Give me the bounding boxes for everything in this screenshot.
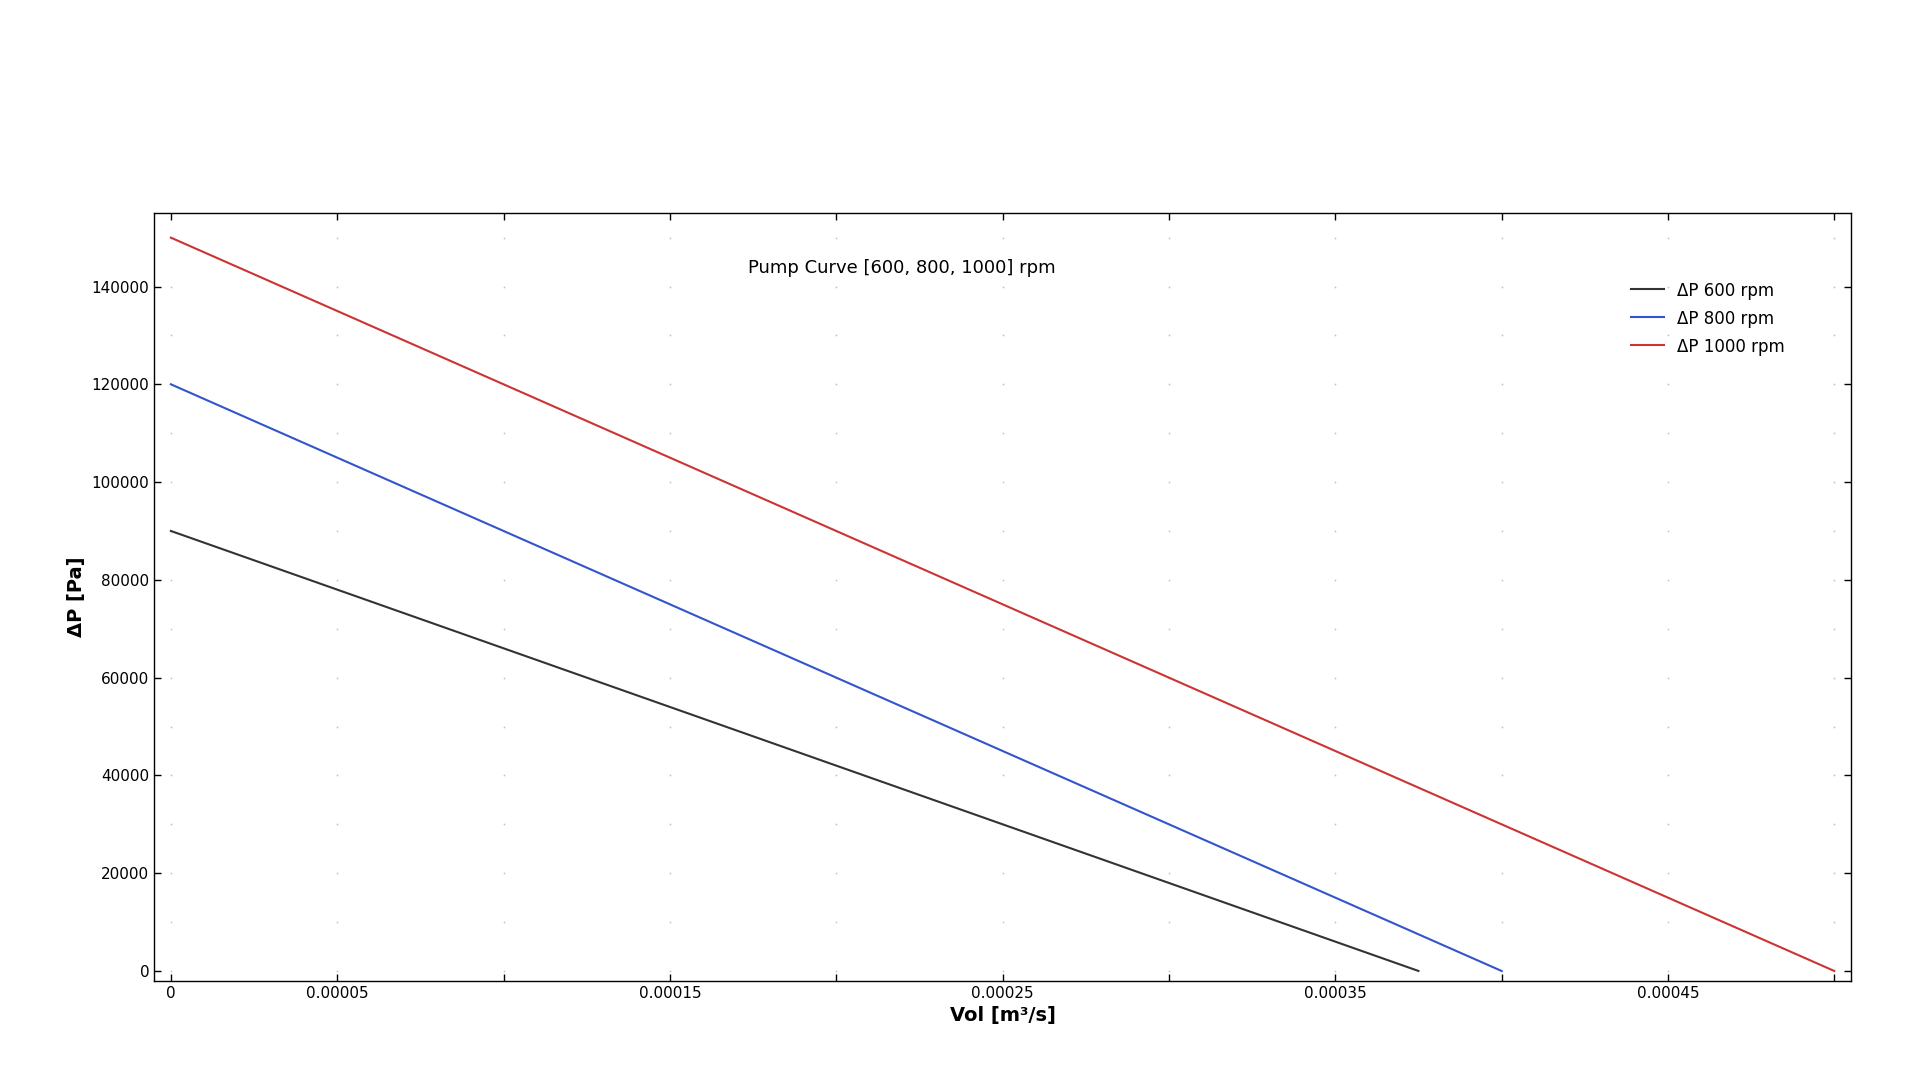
ΔP 600 rpm: [902, 787, 925, 800]
Line: ΔP 800 rpm: ΔP 800 rpm: [172, 385, 1502, 971]
ΔP 1000 rpm: [1822, 965, 1845, 978]
ΔP 1000 rpm: [160, 231, 183, 244]
ΔP 600 rpm: [1211, 895, 1234, 908]
ΔP 800 rpm: [1490, 965, 1513, 978]
ΔP 800 rpm: [1280, 872, 1303, 885]
Line: ΔP 600 rpm: ΔP 600 rpm: [172, 531, 1419, 971]
Text: Pump Curve [600, 800, 1000] rpm: Pump Curve [600, 800, 1000] rpm: [748, 259, 1057, 277]
Y-axis label: ΔP [Pa]: ΔP [Pa]: [67, 556, 87, 637]
ΔP 1000 rpm: [1178, 680, 1201, 693]
ΔP 1000 rpm: [1668, 895, 1691, 908]
ΔP 800 rpm: [160, 378, 183, 391]
ΔP 600 rpm: [160, 524, 183, 537]
ΔP 1000 rpm: [166, 233, 189, 246]
ΔP 1000 rpm: [1143, 665, 1166, 678]
ΔP 600 rpm: [164, 526, 187, 538]
ΔP 1000 rpm: [1149, 667, 1172, 680]
ΔP 800 rpm: [974, 737, 997, 749]
Legend: ΔP 600 rpm, ΔP 800 rpm, ΔP 1000 rpm: ΔP 600 rpm, ΔP 800 rpm, ΔP 1000 rpm: [1623, 275, 1791, 362]
ΔP 800 rpm: [164, 379, 187, 392]
Line: ΔP 1000 rpm: ΔP 1000 rpm: [172, 238, 1834, 971]
ΔP 800 rpm: [952, 727, 976, 740]
ΔP 600 rpm: [924, 794, 947, 807]
X-axis label: Vol [m³/s]: Vol [m³/s]: [951, 1006, 1055, 1025]
ΔP 800 rpm: [1365, 909, 1388, 922]
ΔP 1000 rpm: [1562, 850, 1585, 862]
ΔP 800 rpm: [947, 725, 970, 738]
ΔP 600 rpm: [898, 785, 922, 797]
ΔP 600 rpm: [1407, 965, 1431, 978]
ΔP 600 rpm: [1290, 923, 1313, 936]
